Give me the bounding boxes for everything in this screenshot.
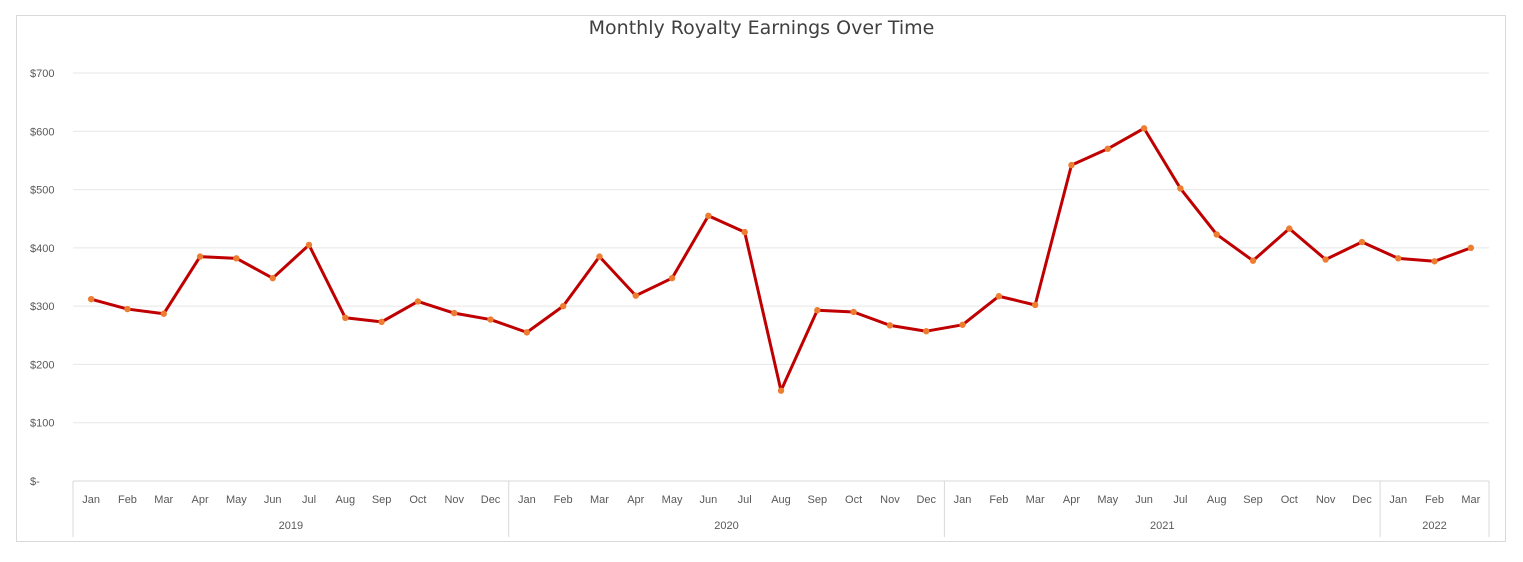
- data-point: [1031, 301, 1039, 309]
- y-tick-label: $100: [30, 418, 54, 430]
- data-point: [668, 274, 676, 282]
- data-point: [378, 318, 385, 326]
- year-label: 2022: [1422, 520, 1446, 532]
- x-tick-label: Sep: [1243, 494, 1263, 506]
- x-tick-label: Nov: [880, 494, 900, 506]
- data-point: [196, 253, 204, 260]
- x-tick-label: Apr: [192, 494, 209, 506]
- data-point: [1431, 258, 1438, 265]
- data-point: [124, 305, 131, 313]
- x-tick-label: May: [1097, 494, 1118, 506]
- x-tick-label: Jun: [264, 494, 282, 506]
- x-tick-label: Mar: [154, 494, 173, 506]
- data-point: [777, 387, 785, 394]
- x-axis: Jan Feb Mar Apr May Jun Jul Aug Sep Oct Nov Dec Jan F…: [72, 481, 1490, 537]
- y-tick-label: $-: [30, 476, 40, 488]
- data-point: [886, 322, 894, 329]
- x-tick-label: Mar: [1026, 494, 1045, 506]
- x-tick-label: Oct: [1281, 494, 1298, 506]
- y-tick-label: $300: [30, 301, 54, 313]
- x-tick-label: May: [226, 494, 247, 506]
- data-point: [814, 307, 821, 314]
- data-point: [451, 309, 458, 317]
- x-tick-label: Jan: [954, 494, 972, 506]
- x-tick-label: Feb: [1425, 494, 1444, 506]
- x-tick-label: Sep: [808, 494, 828, 506]
- x-tick-label: Nov: [1316, 494, 1336, 506]
- data-point: [705, 212, 712, 219]
- data-point: [487, 316, 494, 323]
- x-tick-label: Aug: [336, 494, 356, 506]
- data-point: [414, 298, 422, 305]
- x-tick-label: Oct: [845, 494, 862, 506]
- x-tick-label: Aug: [1207, 494, 1227, 506]
- data-point: [342, 314, 349, 321]
- data-point: [559, 302, 567, 310]
- data-point: [160, 310, 167, 317]
- x-tick-label: Dec: [1352, 494, 1372, 506]
- data-point: [632, 292, 639, 299]
- x-tick-label: Oct: [409, 494, 426, 506]
- data-point: [1177, 185, 1184, 192]
- x-tick-label: Feb: [554, 494, 573, 506]
- x-tick-label: Jan: [1389, 494, 1407, 506]
- x-tick-label: Apr: [627, 494, 644, 506]
- y-tick-label: $400: [30, 243, 54, 255]
- data-point: [1249, 257, 1257, 264]
- x-tick-label: Jun: [700, 494, 718, 506]
- x-tick-label: Nov: [444, 494, 464, 506]
- y-tick-label: $500: [30, 185, 54, 197]
- y-tick-label: $600: [30, 126, 54, 138]
- year-label: 2019: [279, 520, 303, 532]
- x-tick-label: Apr: [1063, 494, 1080, 506]
- data-point: [1358, 238, 1366, 246]
- data-point: [87, 295, 95, 303]
- data-point: [1068, 161, 1075, 169]
- chart-title: Monthly Royalty Earnings Over Time: [588, 17, 935, 39]
- data-point: [923, 328, 930, 335]
- data-point: [1104, 145, 1111, 152]
- x-tick-label: Jun: [1135, 494, 1153, 506]
- x-tick-label: Mar: [1461, 494, 1480, 506]
- x-tick-label: Jul: [738, 494, 752, 506]
- series-layer: [87, 125, 1475, 394]
- x-tick-label: Feb: [989, 494, 1008, 506]
- series-line: [89, 126, 1473, 393]
- chart-frame: [16, 15, 1506, 542]
- data-point: [523, 329, 531, 336]
- data-point: [995, 293, 1003, 300]
- data-point: [1140, 125, 1148, 132]
- x-tick-label: Feb: [118, 494, 137, 506]
- x-tick-label: Aug: [771, 494, 791, 506]
- data-point: [741, 228, 748, 236]
- x-tick-label: Jan: [82, 494, 100, 506]
- x-tick-label: Sep: [372, 494, 392, 506]
- y-tick-label: $700: [30, 68, 54, 80]
- x-tick-label: May: [662, 494, 683, 506]
- year-label: 2021: [1150, 520, 1174, 532]
- x-tick-label: Jul: [1173, 494, 1187, 506]
- y-tick-label: $200: [30, 359, 54, 371]
- x-tick-label: Mar: [590, 494, 609, 506]
- data-point: [1213, 231, 1220, 238]
- data-point: [959, 321, 966, 328]
- data-point: [233, 255, 240, 262]
- x-tick-label: Dec: [916, 494, 936, 506]
- data-point: [1286, 225, 1293, 232]
- data-point: [850, 308, 857, 316]
- y-axis-labels: $- $100 $200 $300 $400 $500 $600 $700: [30, 68, 54, 488]
- data-point: [305, 241, 313, 249]
- data-point: [596, 253, 603, 260]
- data-point: [1322, 256, 1329, 263]
- year-label: 2020: [714, 520, 738, 532]
- data-point: [1467, 244, 1475, 252]
- data-point: [269, 274, 276, 282]
- gridlines: [73, 72, 1489, 482]
- x-tick-label: Jan: [518, 494, 536, 506]
- x-tick-label: Jul: [302, 494, 316, 506]
- x-tick-label: Dec: [481, 494, 501, 506]
- data-point: [1395, 255, 1402, 262]
